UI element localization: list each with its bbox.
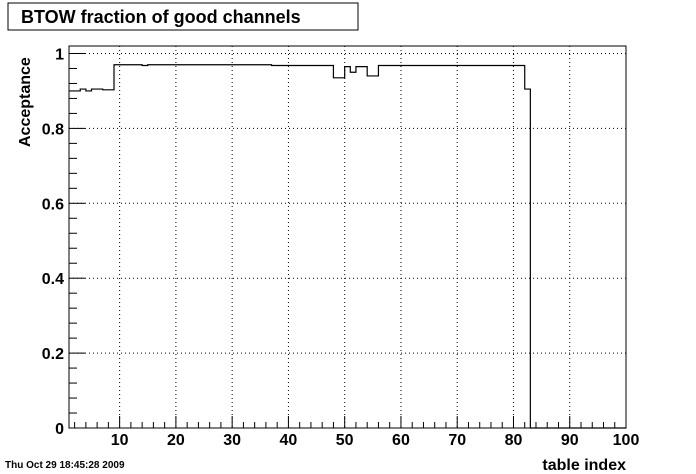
minor-ticks [69, 67, 616, 428]
series-line [69, 64, 626, 429]
y-axis-title: Acceptance [17, 57, 34, 147]
chart-title: BTOW fraction of good channels [21, 7, 301, 27]
y-tick-label: 0 [55, 421, 64, 438]
x-axis-title: table index [542, 457, 626, 474]
x-tick-label: 90 [561, 432, 579, 449]
x-tick-label: 60 [392, 432, 410, 449]
major-ticks [69, 52, 627, 429]
y-tick-label: 1 [55, 46, 64, 63]
x-tick-label: 20 [167, 432, 185, 449]
x-tick-labels: 10 20 30 40 50 60 70 80 90 100 [111, 432, 640, 449]
y-tick-label: 0.6 [42, 196, 64, 213]
grid [69, 46, 626, 428]
y-tick-label: 0.4 [42, 271, 64, 288]
title-box [7, 2, 359, 31]
x-tick-label: 40 [280, 432, 298, 449]
x-tick-label: 10 [111, 432, 129, 449]
y-tick-labels: 0 0.2 0.4 0.6 0.8 1 [42, 46, 64, 438]
y-tick-label: 0.8 [42, 121, 64, 138]
x-tick-label: 70 [448, 432, 466, 449]
plot-frame [68, 45, 627, 429]
x-tick-label: 50 [336, 432, 354, 449]
x-tick-label: 30 [223, 432, 241, 449]
y-tick-label: 0.2 [42, 346, 64, 363]
series-group [69, 64, 626, 429]
timestamp: Thu Oct 29 18:45:28 2009 [5, 460, 125, 471]
x-tick-label: 80 [505, 432, 523, 449]
x-tick-label: 100 [613, 432, 640, 449]
